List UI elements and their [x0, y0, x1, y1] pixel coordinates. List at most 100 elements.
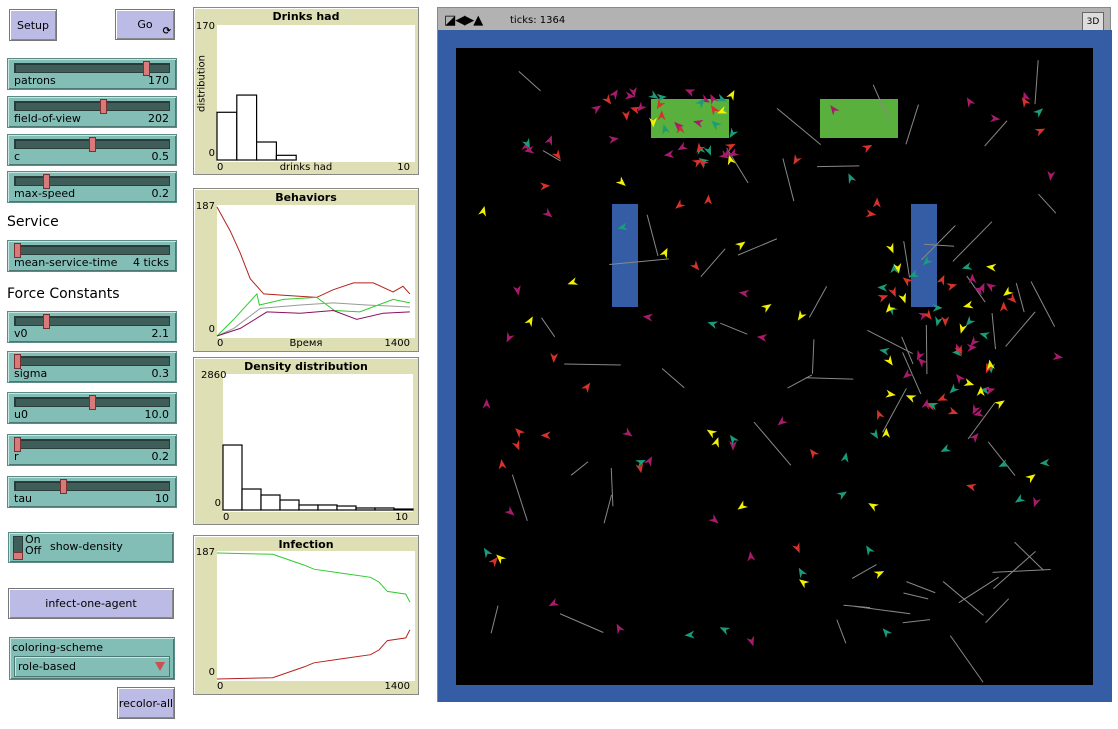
- patron-agent: [999, 301, 1008, 312]
- slider-handle[interactable]: [42, 174, 50, 189]
- slider-track[interactable]: [14, 61, 170, 76]
- slider-u0[interactable]: u0 10.0: [7, 392, 177, 424]
- patron-agent: [703, 144, 712, 156]
- histogram-bar: [355, 507, 376, 511]
- slider-handle[interactable]: [89, 395, 96, 410]
- slider-label: patrons: [14, 74, 56, 87]
- patron-agent: [738, 289, 750, 298]
- patron-agent: [872, 197, 881, 208]
- patron-agent: [617, 222, 629, 231]
- patron-agent: [902, 368, 914, 379]
- plot-title: Density distribution: [244, 360, 368, 373]
- patron-agent: [984, 387, 996, 396]
- slider-field-of-view[interactable]: field-of-view 202: [7, 96, 177, 128]
- slider-track[interactable]: [14, 314, 170, 329]
- slider-handle[interactable]: [13, 437, 21, 452]
- recolor-all-button[interactable]: recolor-all: [117, 687, 175, 719]
- slider-handle[interactable]: [89, 137, 96, 152]
- slider-label: r: [14, 450, 19, 463]
- patron-agent: [936, 274, 945, 286]
- setup-button[interactable]: Setup: [9, 9, 57, 41]
- slider-value: 0.5: [151, 150, 170, 163]
- switch-toggle[interactable]: [13, 536, 23, 560]
- slider-v0[interactable]: v0 2.1: [7, 311, 177, 343]
- slider-handle[interactable]: [99, 99, 107, 114]
- link: [1038, 193, 1057, 214]
- patron-agent: [882, 628, 893, 639]
- patron-agent: [707, 321, 719, 330]
- patron-agent: [935, 315, 943, 327]
- patron-agent: [902, 277, 914, 287]
- link: [949, 635, 984, 683]
- slider-value: 10: [155, 492, 169, 505]
- setup-label: Setup: [16, 18, 50, 32]
- coloring-scheme-chooser[interactable]: coloring-scheme role-based: [9, 637, 175, 680]
- slider-sigma[interactable]: sigma 0.3: [7, 351, 177, 383]
- link: [808, 286, 828, 318]
- slider-track[interactable]: [14, 174, 170, 189]
- plot-infection: Infection 187 0 0 1400: [193, 535, 419, 695]
- patron-agent: [521, 137, 530, 149]
- link: [782, 158, 795, 202]
- patron-agent: [698, 159, 709, 169]
- patron-agent: [656, 98, 666, 110]
- patron-agent: [940, 443, 952, 452]
- plot-area: [217, 551, 415, 681]
- patron-agent: [1025, 474, 1036, 484]
- patron-agent: [798, 567, 808, 579]
- y-max-tick: 2860: [201, 370, 227, 381]
- slider-track[interactable]: [13, 437, 170, 452]
- patron-agent: [927, 402, 939, 411]
- patron-agent: [905, 395, 917, 403]
- slider-label: u0: [14, 408, 28, 421]
- chooser-value: role-based: [18, 660, 77, 673]
- patron-agent: [861, 144, 873, 154]
- slider-track[interactable]: [13, 354, 170, 369]
- patron-agent: [642, 313, 654, 322]
- link: [882, 388, 907, 433]
- slider-handle[interactable]: [13, 243, 21, 258]
- patron-agent: [965, 315, 976, 326]
- patron-agent: [809, 448, 820, 460]
- patron-agent: [869, 428, 879, 440]
- patron-agent: [916, 349, 925, 361]
- slider-patrons[interactable]: patrons 170: [7, 58, 177, 90]
- patron-agent: [718, 149, 730, 159]
- slider-track[interactable]: [13, 243, 170, 258]
- slider-handle[interactable]: [59, 479, 67, 494]
- link: [854, 605, 911, 615]
- plot-canvas: [216, 551, 415, 681]
- link: [817, 165, 860, 168]
- 3d-button[interactable]: 3D: [1082, 12, 1104, 31]
- patron-agent: [885, 242, 894, 254]
- slider-track[interactable]: [14, 479, 170, 494]
- patron-agent: [873, 571, 885, 579]
- slider-track[interactable]: [14, 99, 170, 114]
- slider-mean-service-time[interactable]: mean-service-time 4 ticks: [7, 240, 177, 272]
- slider-max-speed[interactable]: max-speed 0.2: [7, 171, 177, 203]
- slider-track[interactable]: [14, 137, 170, 152]
- slider-tau[interactable]: tau 10: [7, 476, 177, 508]
- link: [925, 324, 928, 375]
- view-control-icons[interactable]: ◪◀▶▲: [444, 13, 483, 28]
- slider-c[interactable]: c 0.5: [7, 134, 177, 166]
- slider-track[interactable]: [14, 395, 170, 410]
- link: [787, 374, 813, 389]
- infect-one-agent-button[interactable]: infect-one-agent: [8, 588, 174, 619]
- chooser-dropdown[interactable]: role-based: [14, 656, 170, 677]
- slider-handle[interactable]: [13, 354, 21, 369]
- slider-r[interactable]: r 0.2: [7, 434, 177, 466]
- show-density-switch[interactable]: On Off show-density: [8, 532, 174, 563]
- patron-agent: [966, 343, 977, 352]
- world-canvas[interactable]: [438, 30, 1112, 702]
- patron-agent: [955, 373, 966, 385]
- slider-handle[interactable]: [142, 61, 150, 76]
- link: [851, 564, 877, 579]
- go-button[interactable]: Go ⟳: [115, 9, 175, 40]
- link: [985, 598, 1010, 624]
- slider-label: max-speed: [14, 187, 76, 200]
- patron-agent: [511, 439, 520, 451]
- patron-agent: [710, 94, 719, 105]
- slider-handle[interactable]: [42, 314, 50, 329]
- link: [902, 352, 922, 395]
